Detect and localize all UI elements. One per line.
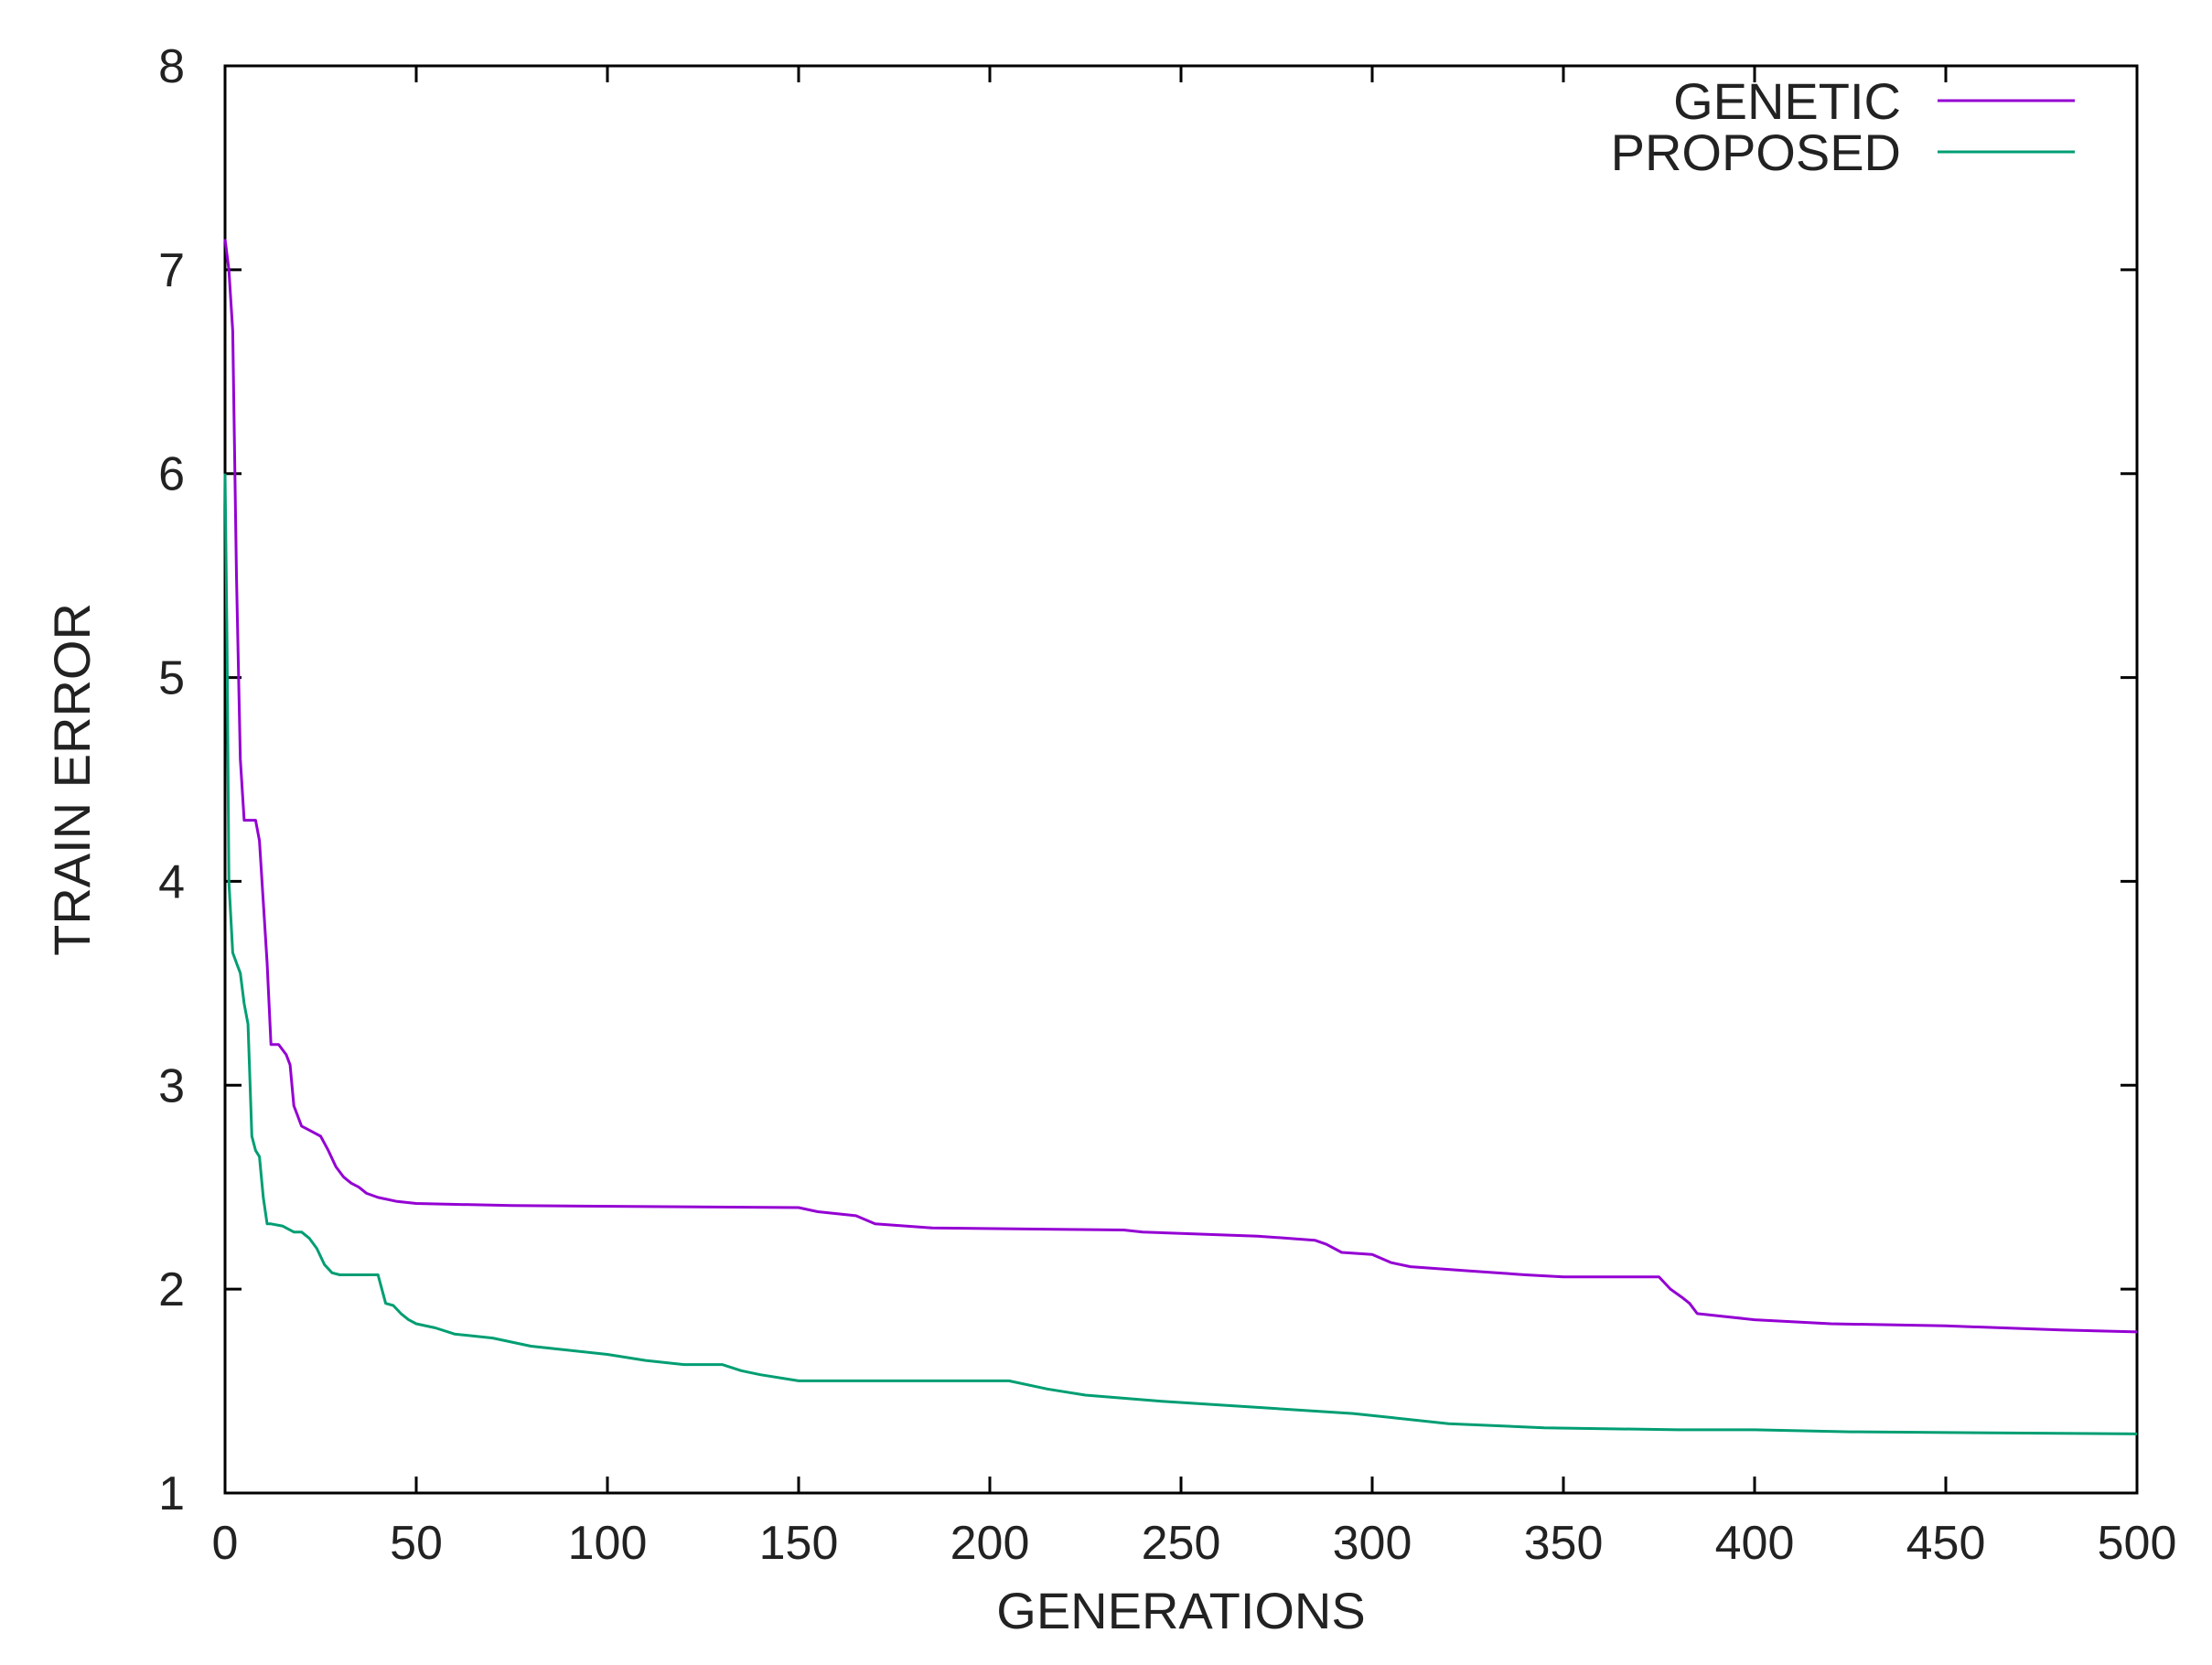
y-tick-label: 1 — [158, 1467, 185, 1520]
x-tick-label: 200 — [950, 1517, 1030, 1570]
x-axis: 0 50 100 150 200 250 300 350 400 450 500 — [212, 66, 2177, 1570]
x-tick-label: 0 — [212, 1517, 239, 1570]
x-tick-label: 450 — [1906, 1517, 1986, 1570]
series-line-proposed — [223, 473, 2138, 1435]
y-tick-label: 6 — [158, 448, 185, 501]
x-axis-title: GENERATIONS — [996, 1582, 1365, 1639]
series-layer — [223, 239, 2138, 1435]
x-tick-label: 250 — [1142, 1517, 1221, 1570]
x-tick-label: 500 — [2098, 1517, 2177, 1570]
y-tick-label: 8 — [158, 40, 185, 93]
series-line-genetic — [223, 239, 2138, 1334]
x-tick-label: 150 — [759, 1517, 839, 1570]
x-tick-label: 300 — [1333, 1517, 1412, 1570]
y-axis: 1 2 3 4 5 6 7 8 — [158, 40, 2137, 1520]
legend-label: GENETIC — [1673, 72, 1901, 130]
y-tick-label: 5 — [158, 652, 185, 705]
y-axis-title: TRAIN ERROR — [43, 603, 101, 956]
y-tick-label: 3 — [158, 1059, 185, 1112]
y-tick-label: 4 — [158, 855, 185, 908]
y-tick-label: 7 — [158, 244, 185, 297]
x-tick-label: 50 — [390, 1517, 443, 1570]
x-tick-label: 100 — [568, 1517, 648, 1570]
x-tick-label: 400 — [1715, 1517, 1795, 1570]
x-tick-label: 350 — [1524, 1517, 1604, 1570]
y-tick-label: 2 — [158, 1263, 185, 1316]
legend-label: PROPOSED — [1611, 124, 1901, 181]
plot-frame — [223, 64, 2139, 1495]
